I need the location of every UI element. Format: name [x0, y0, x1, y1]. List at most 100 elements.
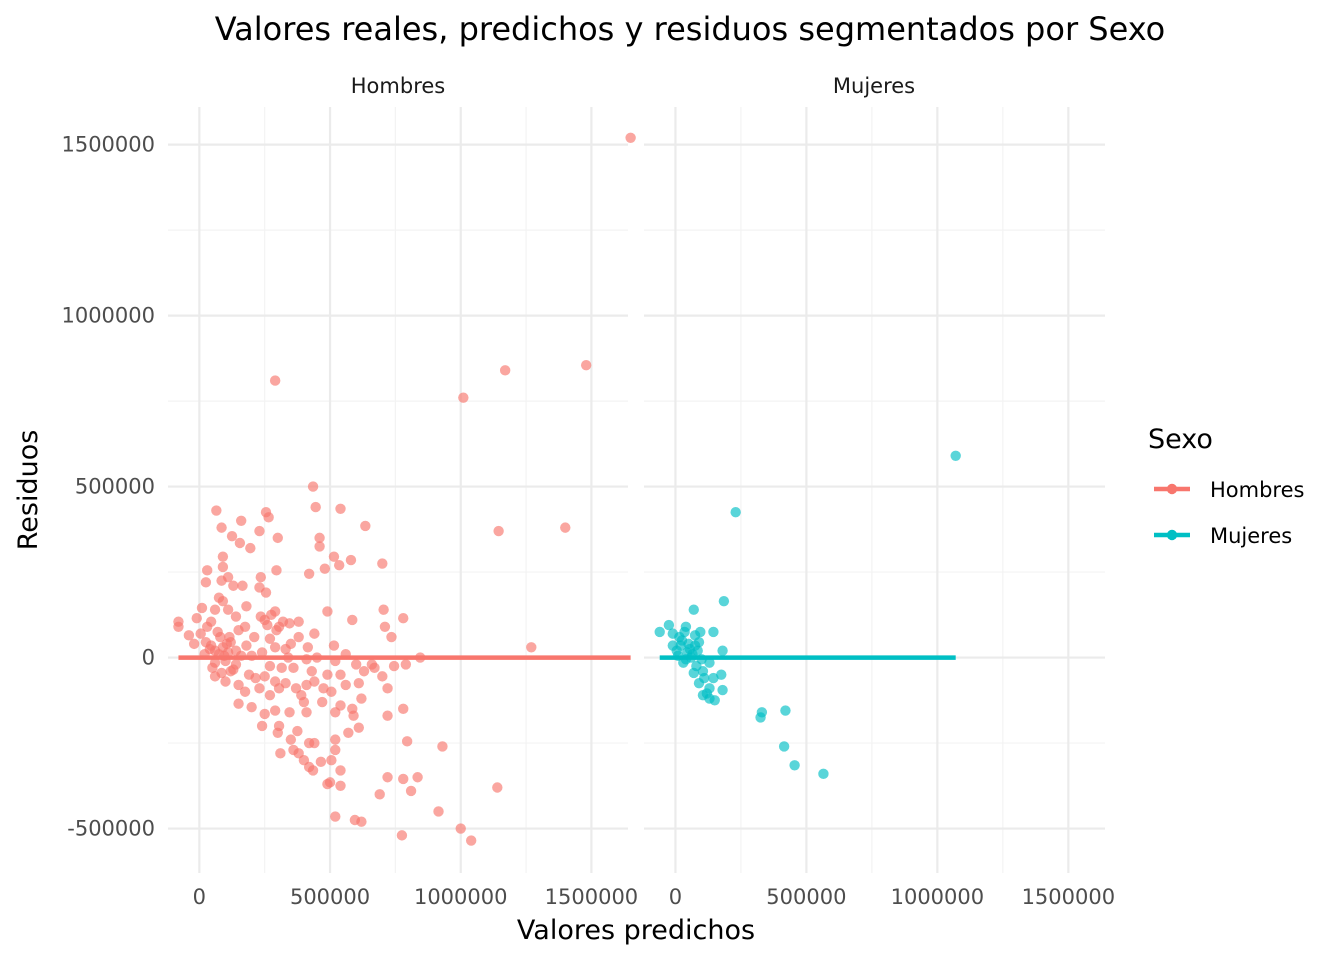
point-hombres-97 [283, 652, 294, 663]
point-hombres-20 [314, 541, 325, 552]
point-hombres-187 [356, 816, 367, 827]
legend-item-hombres: Hombres [1154, 478, 1304, 502]
point-hombres-33 [255, 572, 266, 583]
point-mujeres-31 [709, 695, 720, 706]
point-mujeres-36 [789, 760, 800, 771]
point-hombres-110 [288, 662, 299, 674]
point-hombres-22 [245, 542, 256, 554]
point-hombres-201 [209, 645, 221, 656]
point-hombres-179 [335, 780, 346, 791]
point-hombres-94 [199, 648, 210, 660]
point-hombres-80 [188, 638, 200, 650]
point-hombres-96 [246, 650, 257, 662]
point-hombres-148 [301, 707, 312, 718]
point-hombres-5 [307, 481, 319, 492]
point-hombres-60 [293, 616, 304, 627]
point-hombres-144 [259, 708, 270, 720]
point-hombres-11 [360, 520, 371, 532]
point-hombres-65 [379, 621, 391, 632]
point-hombres-99 [311, 652, 323, 663]
point-hombres-72 [309, 628, 320, 639]
point-hombres-135 [273, 683, 285, 694]
point-hombres-23 [217, 551, 229, 562]
points-mujeres [654, 450, 961, 780]
point-hombres-185 [330, 811, 341, 822]
point-hombres-42 [217, 595, 229, 607]
point-hombres-38 [237, 580, 248, 591]
point-mujeres-42 [675, 640, 686, 651]
point-hombres-32 [303, 568, 315, 579]
point-hombres-195 [207, 662, 218, 674]
point-hombres-145 [246, 701, 257, 713]
point-hombres-198 [216, 667, 227, 679]
point-hombres-50 [230, 611, 242, 622]
point-mujeres-49 [689, 640, 701, 651]
point-hombres-189 [396, 830, 408, 841]
point-hombres-129 [233, 679, 244, 691]
point-hombres-35 [216, 575, 227, 586]
point-hombres-142 [382, 710, 393, 721]
point-hombres-7 [211, 505, 222, 516]
point-hombres-36 [200, 577, 212, 588]
point-hombres-101 [350, 659, 362, 670]
legend-title: Sexo [1148, 424, 1213, 455]
point-hombres-112 [322, 669, 333, 680]
point-hombres-171 [335, 765, 346, 776]
point-hombres-10 [235, 515, 247, 526]
point-hombres-155 [292, 725, 303, 737]
y-tick-label-1: 0 [142, 646, 155, 670]
point-hombres-68 [233, 625, 244, 636]
point-hombres-4 [458, 392, 469, 403]
point-hombres-85 [280, 643, 291, 655]
facet-panel-mujeres: Mujeres 0 500000 1000000 1500000 [644, 74, 1115, 909]
point-mujeres-39 [679, 626, 690, 638]
point-hombres-49 [378, 604, 389, 615]
point-hombres-130 [254, 683, 265, 694]
point-hombres-200 [235, 650, 247, 662]
point-hombres-138 [356, 693, 367, 704]
point-mujeres-2 [718, 595, 730, 607]
point-hombres-87 [328, 640, 340, 651]
point-mujeres-3 [688, 604, 699, 615]
point-hombres-17 [272, 532, 283, 544]
point-hombres-3 [269, 375, 281, 386]
point-hombres-190 [465, 835, 477, 846]
point-hombres-184 [433, 806, 444, 817]
point-hombres-91 [256, 647, 268, 658]
point-hombres-137 [326, 686, 337, 697]
point-hombres-191 [215, 631, 226, 643]
point-hombres-56 [191, 613, 202, 624]
point-hombres-28 [271, 565, 282, 576]
facet-panel-hombres: Hombres 0 500000 1000000 1500000 [168, 74, 638, 909]
y-tick-label-3: 1000000 [61, 304, 155, 328]
point-hombres-166 [275, 748, 286, 759]
point-hombres-27 [319, 563, 331, 574]
point-hombres-165 [401, 736, 413, 747]
y-tick-label-0: -500000 [67, 817, 155, 841]
point-hombres-164 [330, 744, 341, 756]
point-hombres-73 [183, 630, 195, 641]
point-mujeres-15 [717, 645, 728, 656]
point-hombres-111 [306, 666, 317, 677]
point-hombres-113 [335, 669, 346, 680]
point-hombres-9 [263, 512, 274, 523]
point-hombres-18 [310, 501, 321, 513]
point-hombres-196 [222, 647, 234, 658]
point-hombres-1 [580, 359, 592, 371]
point-hombres-14 [493, 525, 504, 537]
legend: Sexo Hombres Mujeres [1148, 424, 1304, 548]
point-hombres-108 [264, 660, 276, 672]
legend-item-mujeres: Mujeres [1154, 524, 1292, 548]
point-hombres-149 [330, 707, 341, 718]
x-tick-label-hombres-0: 0 [193, 885, 206, 909]
point-hombres-182 [374, 789, 385, 800]
point-hombres-100 [330, 655, 341, 667]
point-hombres-128 [382, 683, 393, 694]
point-hombres-180 [322, 778, 333, 790]
legend-label-hombres: Hombres [1210, 478, 1304, 502]
point-hombres-114 [358, 666, 370, 677]
point-hombres-161 [285, 734, 297, 745]
point-mujeres-47 [695, 626, 706, 638]
point-hombres-74 [249, 631, 260, 643]
